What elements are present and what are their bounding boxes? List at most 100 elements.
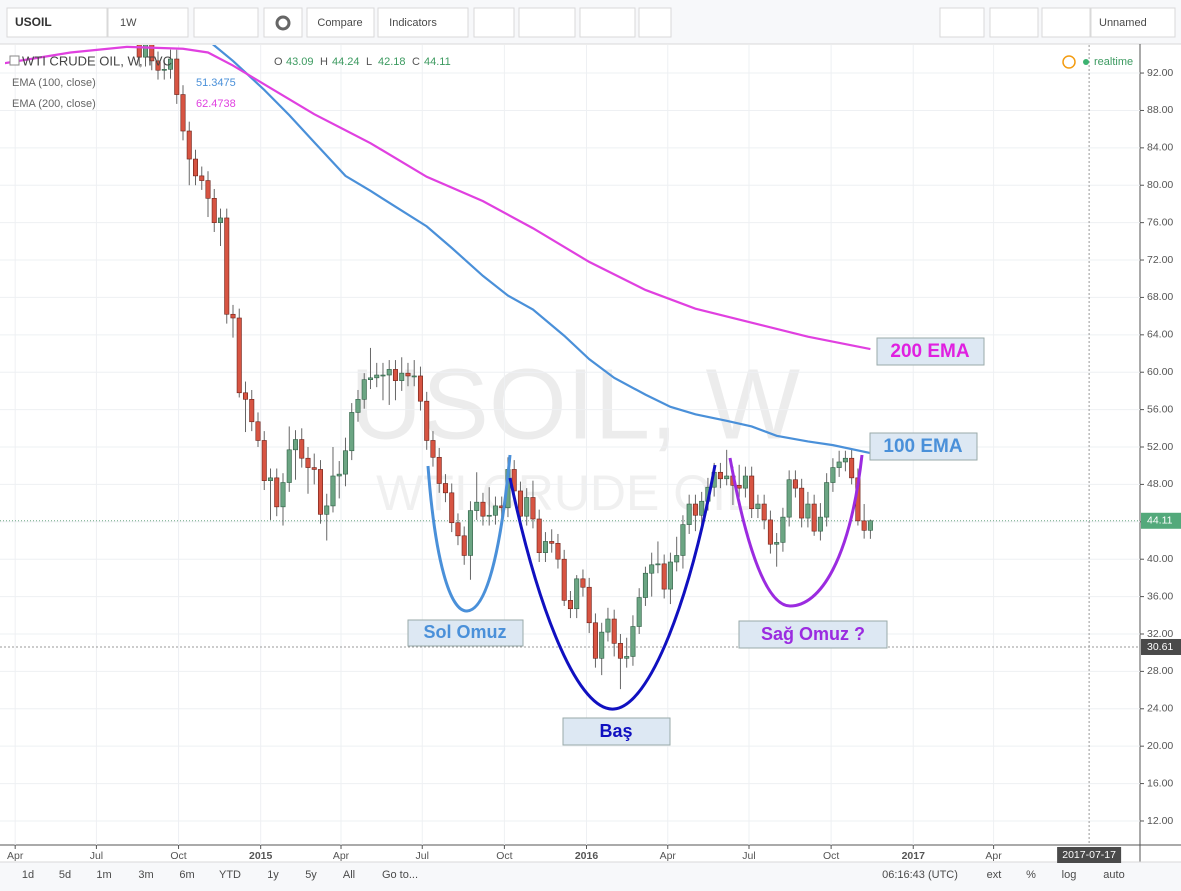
candle-body xyxy=(817,516,823,532)
range-button[interactable]: 1y xyxy=(267,869,279,881)
candle-body xyxy=(174,58,180,95)
legend-title: WTI CRUDE OIL, W, TVC xyxy=(22,53,172,68)
y-tick-label: 16.00 xyxy=(1147,777,1173,789)
candle-body xyxy=(692,503,698,516)
y-tick-label: 28.00 xyxy=(1147,665,1173,677)
candle-body xyxy=(405,372,411,377)
range-button[interactable]: 1d xyxy=(22,869,34,881)
candle-body xyxy=(155,60,161,71)
candle-body xyxy=(780,516,786,543)
candle-body xyxy=(486,514,492,517)
candle-body xyxy=(755,503,761,510)
x-tick-label: Apr xyxy=(985,850,1002,862)
candle-body xyxy=(680,524,686,556)
legend-ohlc-value: 43.09 xyxy=(286,56,314,68)
scale-option[interactable]: % xyxy=(1026,869,1036,881)
candle-body xyxy=(205,180,211,199)
layout-name[interactable]: Unnamed xyxy=(1099,17,1147,29)
legend-checkbox[interactable] xyxy=(9,55,20,66)
y-tick-label: 68.00 xyxy=(1147,291,1173,303)
ema-line xyxy=(5,45,871,351)
symbol-box[interactable] xyxy=(6,7,108,38)
color-box[interactable] xyxy=(939,7,985,38)
x-tick-label: Oct xyxy=(823,850,839,862)
fullscreen-box[interactable] xyxy=(638,7,672,38)
candle-body xyxy=(424,400,430,441)
compare-box[interactable] xyxy=(306,7,375,38)
candle-body xyxy=(799,487,805,519)
candle-body xyxy=(242,392,248,400)
candle-body xyxy=(467,510,473,556)
candle-body xyxy=(286,449,292,483)
scale-option[interactable]: log xyxy=(1062,869,1077,881)
scale-option[interactable]: auto xyxy=(1103,869,1124,881)
candle-body xyxy=(811,503,817,532)
range-button[interactable]: 6m xyxy=(179,869,194,881)
settings-box[interactable] xyxy=(263,7,303,38)
candle-body xyxy=(261,440,267,481)
symbol[interactable]: USOIL xyxy=(15,15,52,29)
annotation-box xyxy=(407,619,524,647)
candle-body xyxy=(542,541,548,553)
x-tick-label: Jul xyxy=(742,850,755,862)
interval-box[interactable] xyxy=(107,7,189,38)
undo-redo-box[interactable] xyxy=(579,7,636,38)
legend-series-name: EMA (200, close) xyxy=(12,98,96,110)
range-button[interactable]: 5d xyxy=(59,869,71,881)
indicators-box[interactable] xyxy=(377,7,469,38)
idea-box[interactable] xyxy=(518,7,576,38)
range-button[interactable]: YTD xyxy=(219,869,241,881)
annotation-box xyxy=(876,337,985,366)
x-tick-label: Apr xyxy=(660,850,677,862)
candle-body xyxy=(336,473,342,477)
head-curve xyxy=(508,464,717,711)
range-button[interactable]: All xyxy=(343,869,355,881)
candle-body xyxy=(630,626,636,657)
candle-body xyxy=(636,597,642,627)
candle-body xyxy=(517,490,523,517)
compare[interactable]: Compare xyxy=(317,17,362,29)
candle-body xyxy=(236,317,242,394)
y-tick-label: 32.00 xyxy=(1147,628,1173,640)
x-tick-label: 2015 xyxy=(249,850,273,862)
range-button[interactable]: 5y xyxy=(305,869,317,881)
candle-body xyxy=(299,439,305,459)
alert-box[interactable] xyxy=(473,7,515,38)
candle-body xyxy=(411,375,417,378)
layout-box[interactable] xyxy=(1090,7,1176,38)
candle-body xyxy=(655,563,661,566)
candle-body xyxy=(861,520,867,531)
scale-option[interactable]: ext xyxy=(987,869,1002,881)
indicators[interactable]: Indicators xyxy=(389,17,437,29)
annotation: Baş xyxy=(599,721,632,741)
candle-body xyxy=(867,520,873,531)
clock: 06:16:43 (UTC) xyxy=(882,869,958,881)
candle-body xyxy=(686,503,692,525)
interval[interactable]: 1W xyxy=(120,17,137,29)
range-button[interactable]: 1m xyxy=(96,869,111,881)
range-button[interactable]: 3m xyxy=(138,869,153,881)
y-tick-label: 72.00 xyxy=(1147,254,1173,266)
crosshair-y-label: 30.61 xyxy=(1147,641,1173,653)
candle-body xyxy=(449,492,455,524)
y-tick-label: 20.00 xyxy=(1147,740,1173,752)
candle-body xyxy=(624,656,630,659)
candle-body xyxy=(805,503,811,519)
load-box[interactable] xyxy=(989,7,1039,38)
candle-body xyxy=(549,541,555,544)
x-tick-label: Oct xyxy=(496,850,512,862)
candle-body xyxy=(749,475,755,510)
legend-series-name: EMA (100, close) xyxy=(12,77,96,89)
annotation-box xyxy=(562,717,671,746)
save-box[interactable] xyxy=(1041,7,1091,38)
candle-body xyxy=(367,377,373,380)
style-box[interactable] xyxy=(193,7,259,38)
candle-body xyxy=(161,69,167,71)
candle-body xyxy=(211,198,217,223)
candle-body xyxy=(667,561,673,590)
candle-body xyxy=(392,369,398,381)
goto[interactable]: Go to... xyxy=(382,869,418,881)
status: realtime xyxy=(1094,56,1133,68)
candle-body xyxy=(761,503,767,521)
candle-body xyxy=(536,518,542,553)
